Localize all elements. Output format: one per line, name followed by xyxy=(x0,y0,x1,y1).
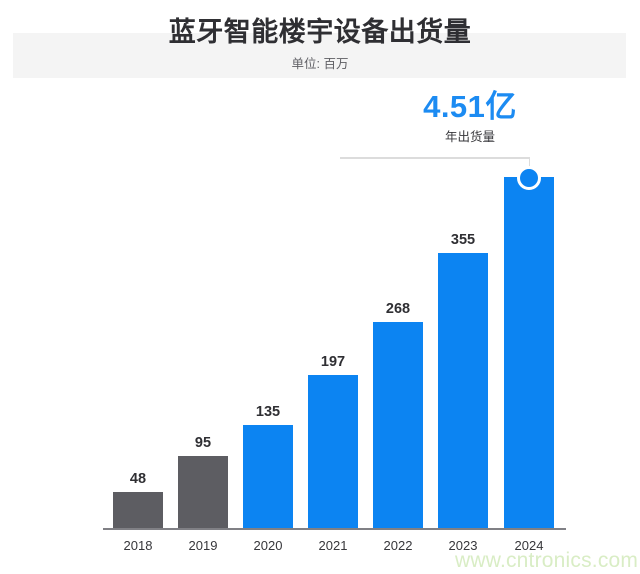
x-axis-line xyxy=(103,528,566,530)
callout-leader-line-horizontal xyxy=(340,157,530,159)
bar-value-label-2022: 268 xyxy=(385,301,411,317)
callout-value: 4.51亿 xyxy=(423,89,517,124)
bar-2019 xyxy=(178,456,228,528)
site-watermark: www.cntronics.com xyxy=(455,549,639,572)
header-band xyxy=(13,33,626,78)
x-tick-label-2024: 2024 xyxy=(514,538,544,553)
bar-value-label-2023: 355 xyxy=(450,232,476,248)
callout-leader-line-vertical xyxy=(528,157,530,174)
bar-2018 xyxy=(113,492,163,528)
x-tick-label-2018: 2018 xyxy=(123,538,153,553)
x-tick-label-2019: 2019 xyxy=(188,538,218,553)
bar-value-label-2018: 48 xyxy=(129,471,147,487)
x-tick-label-2021: 2021 xyxy=(318,538,348,553)
callout-label: 年出货量 xyxy=(444,130,495,144)
chart-subtitle-units: 单位: 百万 xyxy=(291,57,349,71)
bar-value-label-2019: 95 xyxy=(194,435,212,451)
bar-2024 xyxy=(504,177,554,528)
bar-value-label-2021: 197 xyxy=(320,354,346,370)
bar-2020 xyxy=(243,425,293,528)
bar-2023 xyxy=(438,253,488,528)
page-title: 蓝牙智能楼宇设备出货量 xyxy=(168,17,472,47)
x-tick-label-2023: 2023 xyxy=(448,538,478,553)
x-tick-label-2020: 2020 xyxy=(253,538,283,553)
highlight-marker-dot xyxy=(517,166,541,190)
bar-2021 xyxy=(308,375,358,528)
x-tick-label-2022: 2022 xyxy=(383,538,413,553)
bar-2022 xyxy=(373,322,423,528)
bar-value-label-2020: 135 xyxy=(255,404,281,420)
